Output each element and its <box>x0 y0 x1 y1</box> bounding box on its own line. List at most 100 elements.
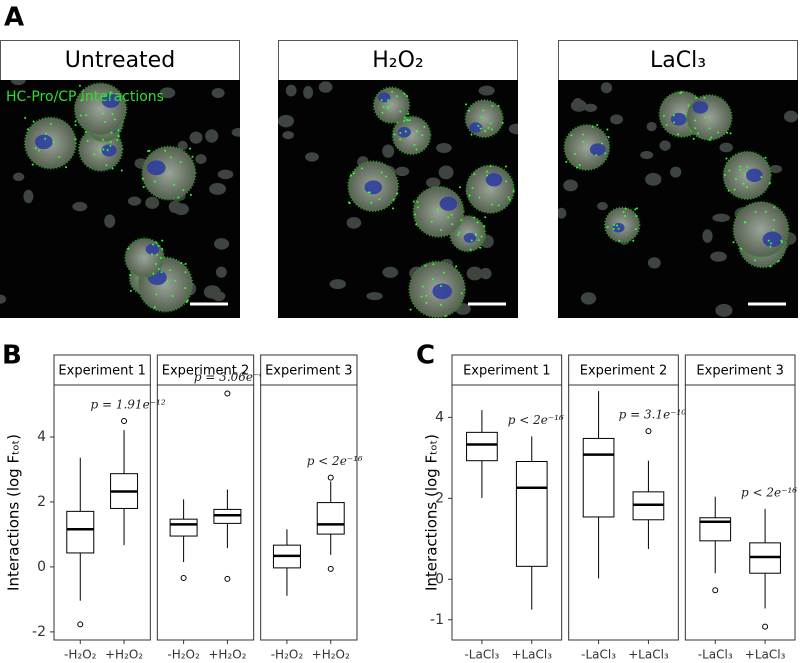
signal <box>416 206 419 209</box>
outlier <box>224 575 231 582</box>
signal <box>393 133 396 136</box>
signal <box>486 170 489 173</box>
outlier <box>121 418 128 425</box>
signal <box>367 191 370 194</box>
signal <box>753 259 756 262</box>
image-title: LaCl₃ <box>650 48 706 73</box>
image-annotation: HC-Pro/CP interactions <box>6 89 164 105</box>
signal <box>479 127 482 130</box>
signal <box>408 119 411 122</box>
signal <box>477 239 480 242</box>
signal <box>480 235 483 238</box>
cell <box>426 177 441 188</box>
signal <box>147 150 150 153</box>
cell <box>558 207 567 219</box>
signal <box>352 172 355 175</box>
signal <box>85 114 88 117</box>
cell <box>0 294 7 304</box>
signal <box>370 201 373 204</box>
facet-title: Experiment 2 <box>580 364 668 379</box>
signal <box>769 265 772 268</box>
outlier <box>645 428 652 435</box>
signal <box>395 95 398 98</box>
signal <box>596 124 599 127</box>
signal <box>512 190 515 193</box>
cell <box>478 85 495 96</box>
signal <box>378 197 381 200</box>
cell <box>217 169 234 180</box>
signal <box>480 116 483 119</box>
signal <box>415 148 418 151</box>
signal <box>483 225 486 228</box>
signal <box>74 138 77 141</box>
signal <box>31 163 34 166</box>
nucleus <box>397 126 411 138</box>
x-tick-label: +H₂O₂ <box>312 648 350 662</box>
cell <box>436 142 452 153</box>
signal <box>576 166 579 169</box>
cell <box>205 129 219 143</box>
protoplast <box>465 164 515 214</box>
nucleus <box>762 231 782 247</box>
signal <box>616 224 619 227</box>
signal <box>692 137 695 140</box>
signal <box>497 105 500 108</box>
x-tick-label: +LaCl₃ <box>628 648 669 662</box>
signal <box>738 165 741 168</box>
signal <box>105 164 108 167</box>
signal <box>578 163 581 166</box>
signal <box>442 271 445 274</box>
outlier <box>77 621 84 628</box>
cell <box>189 131 203 144</box>
signal <box>457 233 460 236</box>
signal <box>160 271 163 274</box>
y-axis-label: Interactions (log Fₜₒₜ) <box>423 434 441 591</box>
signal <box>582 140 585 143</box>
signal <box>473 173 476 176</box>
nucleus <box>692 101 709 114</box>
signal <box>44 132 47 135</box>
box <box>66 510 95 554</box>
signal <box>415 223 418 226</box>
signal <box>102 138 105 141</box>
outlier <box>327 565 334 572</box>
signal <box>665 124 668 127</box>
signal <box>184 286 187 289</box>
signal <box>182 189 185 192</box>
signal <box>606 128 609 131</box>
signal <box>704 116 707 119</box>
signal <box>415 130 418 133</box>
cell <box>159 87 176 99</box>
y-tick-label: -1 <box>430 612 444 628</box>
box <box>515 461 548 567</box>
signal <box>380 171 383 174</box>
image-title-box <box>0 40 240 81</box>
signal <box>74 124 77 127</box>
y-axis-label: Interactions (log Fₜₒₜ) <box>5 434 23 591</box>
signal <box>421 285 424 288</box>
outlier <box>224 390 231 397</box>
signal <box>606 226 609 229</box>
signal <box>152 243 155 246</box>
signal <box>708 138 711 141</box>
signal <box>455 265 458 268</box>
signal <box>161 248 164 251</box>
signal <box>746 165 749 168</box>
protoplast <box>412 185 465 238</box>
nucleus <box>101 93 120 108</box>
outlier <box>712 587 719 594</box>
facet-strip <box>568 354 679 386</box>
signal <box>403 116 406 119</box>
signal <box>482 109 485 112</box>
signal <box>635 215 638 218</box>
signal <box>470 133 473 136</box>
signal <box>739 168 742 171</box>
facet-panel <box>451 384 563 641</box>
signal <box>173 184 176 187</box>
facet-title: Experiment 2 <box>162 364 250 379</box>
signal <box>424 264 427 267</box>
cell <box>597 202 608 211</box>
nucleus <box>746 168 763 182</box>
cell <box>769 164 783 174</box>
signal <box>505 180 508 183</box>
